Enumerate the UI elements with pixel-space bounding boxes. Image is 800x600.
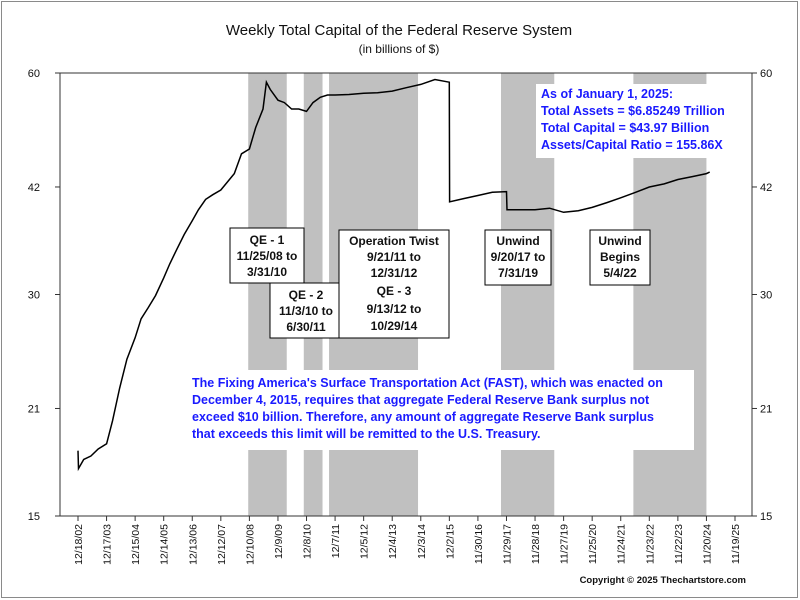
unwind1-annotation: Unwind 9/20/17 to 7/31/19 (484, 229, 552, 286)
x-tick-label: 11/28/18 (530, 524, 542, 564)
unwind2-line-2: Begins (600, 250, 640, 264)
x-tick-label: 12/9/09 (273, 524, 285, 559)
fast-line-3: exceed $10 billion. Therefore, any amoun… (192, 410, 654, 424)
y-axis-left: 15 21 30 42 60 (28, 68, 60, 523)
x-tick-label: 11/19/25 (730, 524, 742, 564)
fast-line-2: December 4, 2015, requires that aggregat… (192, 393, 650, 407)
unwind1-line-2: 9/20/17 to (491, 250, 546, 264)
twist-line-2: 9/21/11 to (367, 250, 421, 264)
asof-line-1: As of January 1, 2025: (541, 87, 673, 101)
y-tick-label-left: 21 (28, 403, 40, 415)
asof-note: As of January 1, 2025: Total Assets = $6… (541, 87, 725, 152)
qe1-line-2: 11/25/08 to (237, 249, 298, 263)
x-tick-label: 12/4/13 (387, 524, 399, 559)
fast-line-1: The Fixing America's Surface Transportat… (192, 376, 663, 390)
qe2-line-3: 6/30/11 (286, 320, 326, 334)
y-tick-label-left: 42 (28, 182, 40, 194)
qe2-annotation: QE - 2 11/3/10 to 6/30/11 (269, 282, 343, 339)
unwind1-line-1: Unwind (496, 234, 539, 248)
x-tick-label: 11/25/20 (587, 524, 599, 564)
qe2-line-2: 11/3/10 to (279, 304, 333, 318)
twist-line-5: 9/13/12 to (367, 302, 422, 316)
x-tick-label: 12/14/05 (159, 524, 171, 565)
qe1-line-1: QE - 1 (250, 233, 285, 247)
copyright: Copyright © 2025 Thechartstore.com (580, 575, 746, 586)
x-tick-label: 12/3/14 (416, 524, 428, 559)
x-tick-label: 12/8/10 (302, 524, 314, 559)
x-tick-label: 11/24/21 (616, 524, 628, 564)
unwind2-annotation: Unwind Begins 5/4/22 (589, 229, 651, 286)
y-tick-label-left: 15 (28, 511, 40, 523)
x-tick-label: 11/30/16 (473, 524, 485, 564)
x-tick-label: 12/17/03 (102, 524, 114, 565)
x-tick-label: 12/13/06 (187, 524, 199, 565)
y-tick-label-right: 15 (760, 511, 772, 523)
asof-line-2: Total Assets = $6.85249 Trillion (541, 104, 725, 118)
twist-line-1: Operation Twist (349, 234, 439, 248)
x-tick-label: 11/20/24 (701, 524, 713, 564)
unwind2-line-3: 5/4/22 (603, 266, 637, 280)
twist-line-4: QE - 3 (377, 284, 412, 298)
x-tick-label: 11/23/22 (644, 524, 656, 564)
y-tick-label-right: 60 (760, 68, 772, 80)
qe1-line-3: 3/31/10 (247, 265, 287, 279)
unwind2-line-1: Unwind (598, 234, 641, 248)
y-tick-label-right: 30 (760, 290, 772, 302)
y-tick-label-right: 21 (760, 403, 772, 415)
fast-note: The Fixing America's Surface Transportat… (192, 376, 663, 441)
asof-note-background (536, 84, 744, 158)
x-tick-label: 11/29/17 (501, 524, 513, 564)
asof-line-3: Total Capital = $43.97 Billion (541, 121, 709, 135)
x-tick-label: 12/5/12 (359, 524, 371, 559)
y-tick-label-left: 60 (28, 68, 40, 80)
x-axis: 12/18/02 12/17/03 12/15/04 12/14/05 12/13/06… (73, 516, 742, 565)
x-tick-label: 12/12/07 (216, 524, 228, 565)
series-line (77, 78, 711, 472)
y-axis-right: 15 21 30 42 60 (752, 68, 772, 523)
x-tick-label: 12/15/04 (130, 524, 142, 565)
x-tick-label: 12/2/15 (444, 524, 456, 559)
chart-subtitle: (in billions of $) (359, 42, 440, 56)
x-tick-label: 11/22/23 (673, 524, 685, 564)
x-tick-label: 12/18/02 (73, 524, 85, 565)
fast-note-background (186, 370, 694, 450)
asof-line-4: Assets/Capital Ratio = 155.86X (541, 138, 723, 152)
twist-annotation: Operation Twist 9/21/11 to 12/31/12 QE -… (338, 229, 450, 339)
qe2-line-1: QE - 2 (289, 288, 324, 302)
unwind1-line-3: 7/31/19 (498, 266, 538, 280)
qe1-annotation: QE - 1 11/25/08 to 3/31/10 (229, 227, 305, 284)
x-tick-label: 12/7/11 (330, 524, 342, 558)
y-tick-label-right: 42 (760, 182, 772, 194)
y-tick-label-left: 30 (28, 290, 40, 302)
twist-line-3: 12/31/12 (371, 266, 418, 280)
chart-title: Weekly Total Capital of the Federal Rese… (226, 22, 572, 39)
x-tick-label: 12/10/08 (244, 524, 256, 565)
x-tick-label: 11/27/19 (559, 524, 571, 564)
fast-line-4: that exceeds this limit will be remitted… (192, 427, 540, 441)
twist-line-6: 10/29/14 (371, 319, 418, 333)
